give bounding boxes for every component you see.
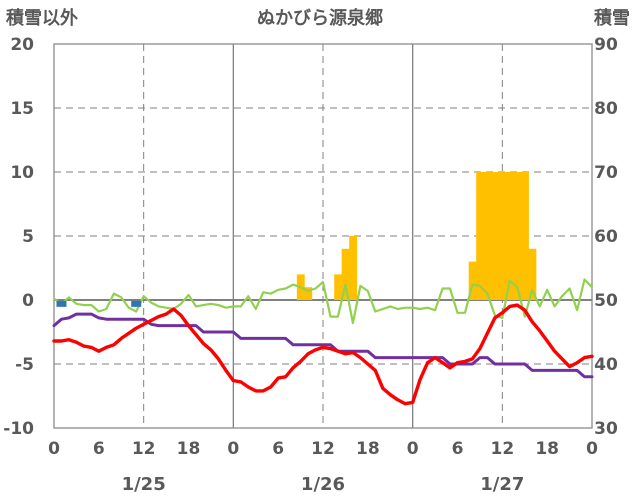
x-tick-label: 18 (177, 439, 201, 459)
x-tick-label: 6 (272, 439, 284, 459)
x-tick-label: 12 (490, 439, 514, 459)
precip-bar (468, 261, 477, 300)
precip-bar (341, 248, 350, 300)
x-tick-label: 18 (535, 439, 559, 459)
x-tick-label: 6 (93, 439, 105, 459)
left-tick-label: 20 (10, 35, 34, 55)
wind-marker (131, 300, 142, 307)
x-tick-label: 0 (586, 439, 598, 459)
x-tick-label: 0 (48, 439, 60, 459)
right-axis-title: 積雪 (593, 7, 630, 29)
right-tick-label: 30 (594, 419, 618, 439)
right-tick-label: 50 (594, 291, 618, 311)
precip-bar (476, 172, 485, 300)
temp-line (52, 303, 594, 406)
x-tick-label: 0 (227, 439, 239, 459)
precip-bar (349, 236, 358, 300)
precip-bar (506, 172, 514, 300)
wind-markers (56, 300, 142, 307)
right-tick-label: 90 (594, 35, 618, 55)
right-tick-label: 80 (594, 99, 618, 119)
x-tick-label: 12 (311, 439, 335, 459)
precipitation-bars (296, 172, 537, 300)
precip-bar (498, 172, 507, 300)
precip-bar (521, 172, 529, 300)
precip-bar (304, 287, 313, 300)
right-tick-label: 70 (594, 163, 618, 183)
date-label: 1/26 (301, 474, 345, 495)
x-tick-label: 6 (452, 439, 464, 459)
left-axis-title: 積雪以外 (5, 7, 78, 29)
humid-line (52, 278, 594, 325)
precip-bar (491, 172, 499, 300)
precip-bar (334, 274, 343, 300)
chart-title: ぬかびら源泉郷 (257, 7, 383, 29)
dew-line (52, 312, 594, 379)
right-tick-label: 40 (594, 355, 618, 375)
series-lines (52, 278, 594, 406)
left-tick-label: 5 (22, 227, 34, 247)
x-tick-label: 18 (356, 439, 380, 459)
x-tick-label: 0 (407, 439, 419, 459)
left-tick-label: 15 (10, 99, 34, 119)
precip-bar (483, 172, 492, 300)
precip-bar (528, 248, 537, 300)
left-tick-label: 0 (22, 291, 34, 311)
date-label: 1/25 (122, 474, 166, 495)
wind-marker (56, 300, 67, 307)
left-tick-label: -5 (15, 355, 34, 375)
x-tick-label: 12 (132, 439, 156, 459)
precip-bar (513, 172, 522, 300)
left-tick-label: -10 (3, 419, 34, 439)
date-label: 1/27 (480, 474, 524, 495)
right-tick-label: 60 (594, 227, 618, 247)
left-tick-label: 10 (10, 163, 34, 183)
